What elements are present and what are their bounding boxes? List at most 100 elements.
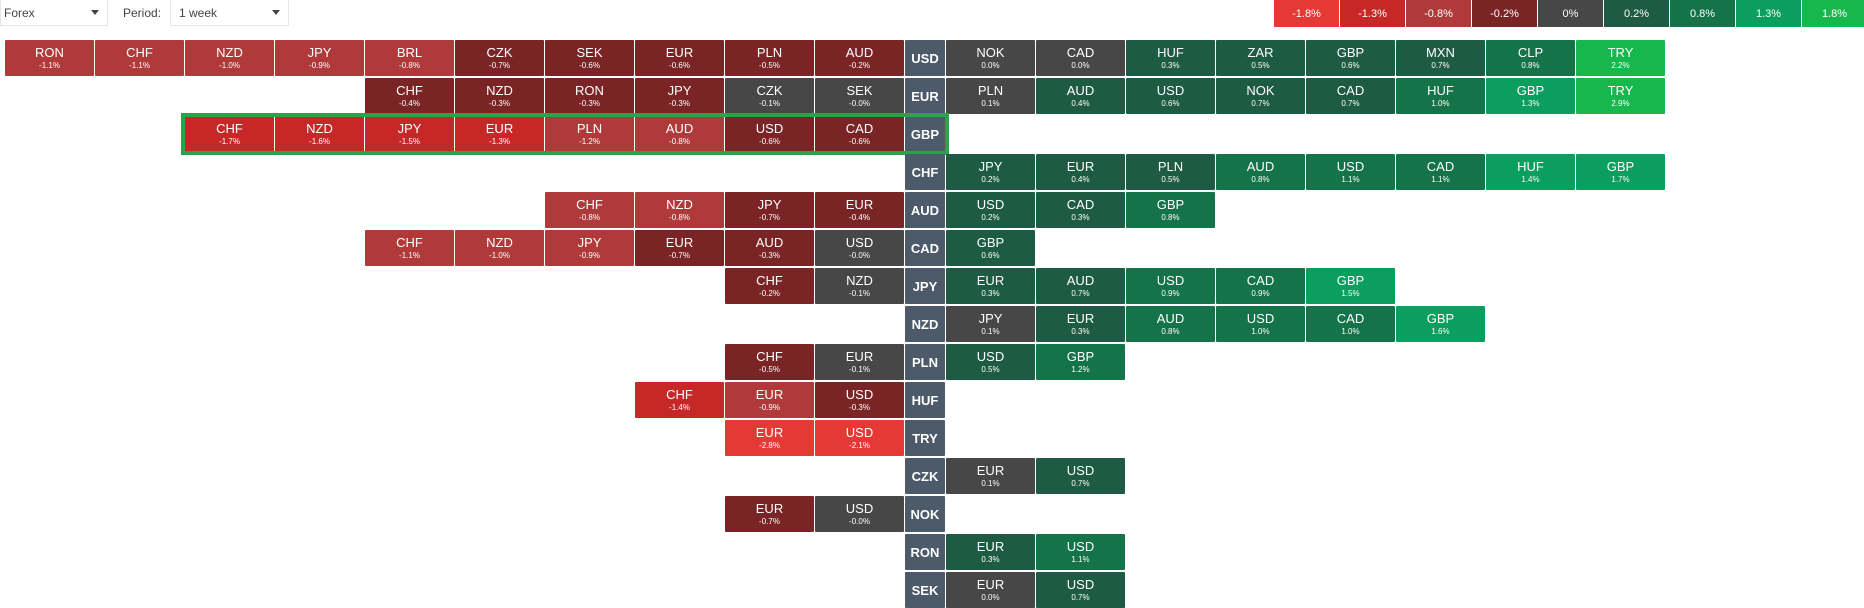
pair-tile-eur-aud[interactable]: AUD 0.4% (1036, 78, 1125, 114)
pair-tile-chf-gbp[interactable]: GBP 1.7% (1576, 154, 1665, 190)
pair-tile-usd-sek[interactable]: SEK -0.6% (545, 40, 634, 76)
pair-tile-gbp-usd[interactable]: USD -0.6% (725, 116, 814, 152)
base-currency-pln[interactable]: PLN (905, 344, 945, 380)
pair-tile-jpy-nzd[interactable]: NZD -0.1% (815, 268, 904, 304)
base-currency-try[interactable]: TRY (905, 420, 945, 456)
pair-tile-usd-chf[interactable]: CHF -1.1% (95, 40, 184, 76)
pair-tile-eur-gbp[interactable]: GBP 1.3% (1486, 78, 1575, 114)
pair-tile-jpy-gbp[interactable]: GBP 1.5% (1306, 268, 1395, 304)
pair-tile-usd-mxn[interactable]: MXN 0.7% (1396, 40, 1485, 76)
pair-tile-usd-brl[interactable]: BRL -0.8% (365, 40, 454, 76)
pair-tile-cad-chf[interactable]: CHF -1.1% (365, 230, 454, 266)
pair-tile-huf-chf[interactable]: CHF -1.4% (635, 382, 724, 418)
pair-tile-pln-usd[interactable]: USD 0.5% (946, 344, 1035, 380)
pair-tile-nzd-usd[interactable]: USD 1.0% (1216, 306, 1305, 342)
pair-tile-gbp-chf[interactable]: CHF -1.7% (185, 116, 274, 152)
base-currency-aud[interactable]: AUD (905, 192, 945, 228)
pair-tile-eur-try[interactable]: TRY 2.9% (1576, 78, 1665, 114)
pair-tile-jpy-aud[interactable]: AUD 0.7% (1036, 268, 1125, 304)
pair-tile-jpy-eur[interactable]: EUR 0.3% (946, 268, 1035, 304)
pair-tile-nzd-gbp[interactable]: GBP 1.6% (1396, 306, 1485, 342)
pair-tile-usd-nzd[interactable]: NZD -1.0% (185, 40, 274, 76)
pair-tile-usd-nok[interactable]: NOK 0.0% (946, 40, 1035, 76)
base-currency-jpy[interactable]: JPY (905, 268, 945, 304)
base-currency-sek[interactable]: SEK (905, 572, 945, 608)
pair-tile-usd-czk[interactable]: CZK -0.7% (455, 40, 544, 76)
pair-tile-try-usd[interactable]: USD -2.1% (815, 420, 904, 456)
pair-tile-chf-eur[interactable]: EUR 0.4% (1036, 154, 1125, 190)
pair-tile-chf-usd[interactable]: USD 1.1% (1306, 154, 1395, 190)
pair-tile-aud-usd[interactable]: USD 0.2% (946, 192, 1035, 228)
pair-tile-pln-eur[interactable]: EUR -0.1% (815, 344, 904, 380)
pair-tile-eur-nzd[interactable]: NZD -0.3% (455, 78, 544, 114)
pair-tile-nzd-cad[interactable]: CAD 1.0% (1306, 306, 1395, 342)
pair-tile-eur-huf[interactable]: HUF 1.0% (1396, 78, 1485, 114)
pair-tile-usd-clp[interactable]: CLP 0.8% (1486, 40, 1575, 76)
pair-tile-usd-ron[interactable]: RON -1.1% (5, 40, 94, 76)
pair-tile-jpy-chf[interactable]: CHF -0.2% (725, 268, 814, 304)
pair-tile-aud-chf[interactable]: CHF -0.8% (545, 192, 634, 228)
pair-tile-aud-eur[interactable]: EUR -0.4% (815, 192, 904, 228)
pair-tile-cad-gbp[interactable]: GBP 0.6% (946, 230, 1035, 266)
base-currency-nok[interactable]: NOK (905, 496, 945, 532)
pair-tile-chf-huf[interactable]: HUF 1.4% (1486, 154, 1575, 190)
pair-tile-nzd-aud[interactable]: AUD 0.8% (1126, 306, 1215, 342)
pair-tile-jpy-cad[interactable]: CAD 0.9% (1216, 268, 1305, 304)
pair-tile-usd-gbp[interactable]: GBP 0.6% (1306, 40, 1395, 76)
pair-tile-nzd-jpy[interactable]: JPY 0.1% (946, 306, 1035, 342)
pair-tile-sek-eur[interactable]: EUR 0.0% (946, 572, 1035, 608)
pair-tile-aud-gbp[interactable]: GBP 0.8% (1126, 192, 1215, 228)
pair-tile-cad-aud[interactable]: AUD -0.3% (725, 230, 814, 266)
pair-tile-pln-chf[interactable]: CHF -0.5% (725, 344, 814, 380)
pair-tile-chf-jpy[interactable]: JPY 0.2% (946, 154, 1035, 190)
pair-tile-gbp-pln[interactable]: PLN -1.2% (545, 116, 634, 152)
pair-tile-usd-cad[interactable]: CAD 0.0% (1036, 40, 1125, 76)
pair-tile-cad-nzd[interactable]: NZD -1.0% (455, 230, 544, 266)
pair-tile-czk-usd[interactable]: USD 0.7% (1036, 458, 1125, 494)
base-currency-chf[interactable]: CHF (905, 154, 945, 190)
pair-tile-eur-sek[interactable]: SEK -0.0% (815, 78, 904, 114)
pair-tile-aud-nzd[interactable]: NZD -0.8% (635, 192, 724, 228)
pair-tile-usd-huf[interactable]: HUF 0.3% (1126, 40, 1215, 76)
pair-tile-eur-cad[interactable]: CAD 0.7% (1306, 78, 1395, 114)
pair-tile-nzd-eur[interactable]: EUR 0.3% (1036, 306, 1125, 342)
pair-tile-chf-pln[interactable]: PLN 0.5% (1126, 154, 1215, 190)
market-select[interactable]: Forex (0, 0, 108, 26)
base-currency-nzd[interactable]: NZD (905, 306, 945, 342)
base-currency-usd[interactable]: USD (905, 40, 945, 76)
pair-tile-try-eur[interactable]: EUR -2.8% (725, 420, 814, 456)
pair-tile-pln-gbp[interactable]: GBP 1.2% (1036, 344, 1125, 380)
pair-tile-nok-usd[interactable]: USD -0.0% (815, 496, 904, 532)
pair-tile-gbp-jpy[interactable]: JPY -1.5% (365, 116, 454, 152)
pair-tile-gbp-eur[interactable]: EUR -1.3% (455, 116, 544, 152)
pair-tile-eur-chf[interactable]: CHF -0.4% (365, 78, 454, 114)
base-currency-gbp[interactable]: GBP (905, 116, 945, 152)
pair-tile-usd-pln[interactable]: PLN -0.5% (725, 40, 814, 76)
pair-tile-gbp-aud[interactable]: AUD -0.8% (635, 116, 724, 152)
pair-tile-ron-usd[interactable]: USD 1.1% (1036, 534, 1125, 570)
pair-tile-cad-eur[interactable]: EUR -0.7% (635, 230, 724, 266)
base-currency-ron[interactable]: RON (905, 534, 945, 570)
pair-tile-jpy-usd[interactable]: USD 0.9% (1126, 268, 1215, 304)
pair-tile-eur-czk[interactable]: CZK -0.1% (725, 78, 814, 114)
pair-tile-cad-jpy[interactable]: JPY -0.9% (545, 230, 634, 266)
pair-tile-chf-aud[interactable]: AUD 0.8% (1216, 154, 1305, 190)
pair-tile-usd-eur[interactable]: EUR -0.6% (635, 40, 724, 76)
base-currency-huf[interactable]: HUF (905, 382, 945, 418)
pair-tile-huf-eur[interactable]: EUR -0.9% (725, 382, 814, 418)
pair-tile-eur-usd[interactable]: USD 0.6% (1126, 78, 1215, 114)
pair-tile-huf-usd[interactable]: USD -0.3% (815, 382, 904, 418)
pair-tile-chf-cad[interactable]: CAD 1.1% (1396, 154, 1485, 190)
pair-tile-cad-usd[interactable]: USD -0.0% (815, 230, 904, 266)
pair-tile-usd-jpy[interactable]: JPY -0.9% (275, 40, 364, 76)
pair-tile-aud-cad[interactable]: CAD 0.3% (1036, 192, 1125, 228)
pair-tile-usd-zar[interactable]: ZAR 0.5% (1216, 40, 1305, 76)
pair-tile-eur-nok[interactable]: NOK 0.7% (1216, 78, 1305, 114)
pair-tile-sek-usd[interactable]: USD 0.7% (1036, 572, 1125, 608)
pair-tile-aud-jpy[interactable]: JPY -0.7% (725, 192, 814, 228)
pair-tile-eur-pln[interactable]: PLN 0.1% (946, 78, 1035, 114)
pair-tile-ron-eur[interactable]: EUR 0.3% (946, 534, 1035, 570)
pair-tile-eur-ron[interactable]: RON -0.3% (545, 78, 634, 114)
base-currency-eur[interactable]: EUR (905, 78, 945, 114)
pair-tile-usd-aud[interactable]: AUD -0.2% (815, 40, 904, 76)
